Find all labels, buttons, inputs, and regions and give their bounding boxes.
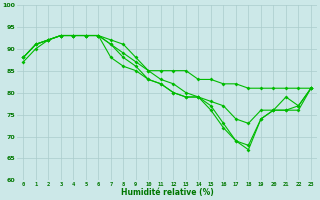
X-axis label: Humidité relative (%): Humidité relative (%) — [121, 188, 213, 197]
